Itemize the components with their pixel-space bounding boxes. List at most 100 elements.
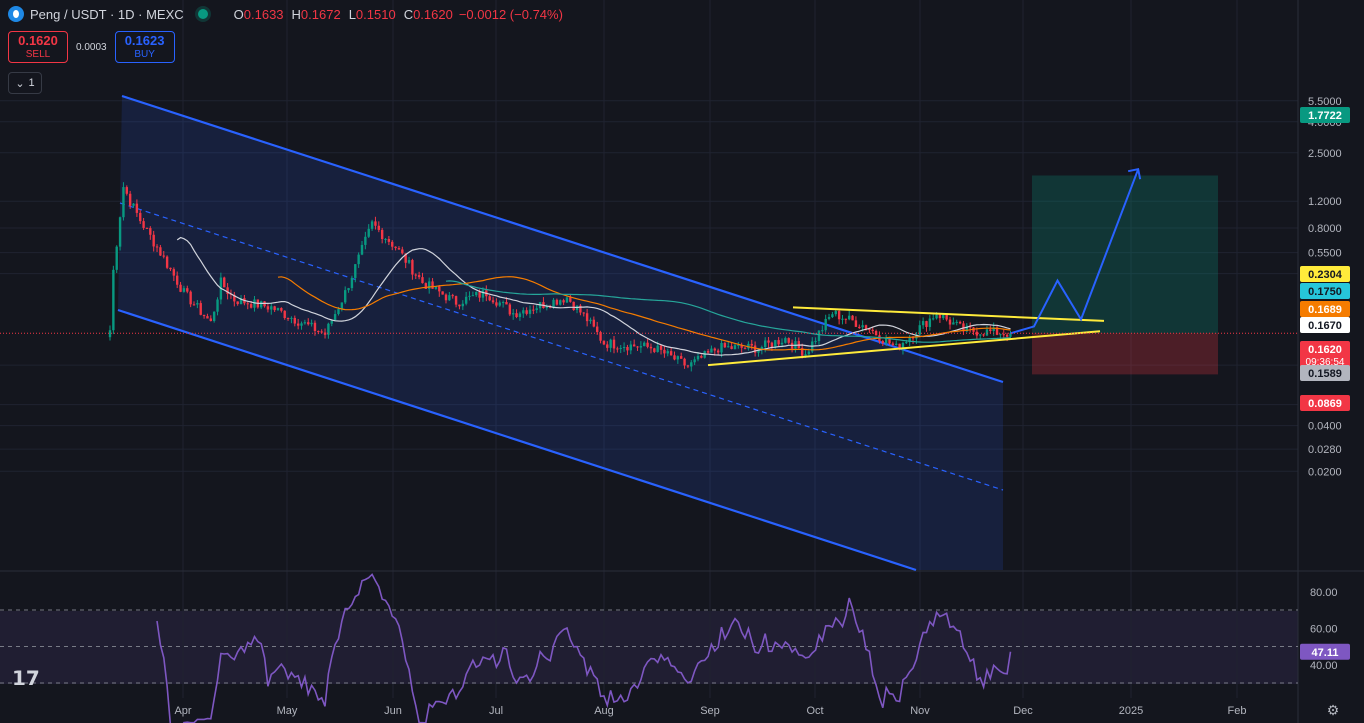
x-tick-label: Feb xyxy=(1228,705,1247,717)
candle-body xyxy=(824,318,827,331)
candle-body xyxy=(905,342,908,344)
candle-body xyxy=(884,338,888,344)
candle-body xyxy=(182,288,186,292)
candle-body xyxy=(582,312,585,314)
candle-body xyxy=(236,301,239,305)
candle-body xyxy=(337,309,340,315)
candle-body xyxy=(747,343,750,349)
candle-body xyxy=(565,297,569,303)
candle-body xyxy=(552,299,555,308)
candle-body xyxy=(145,227,149,229)
price-tag xyxy=(1300,266,1350,282)
candle-body xyxy=(518,313,522,318)
candle-body xyxy=(713,348,716,351)
candle-body xyxy=(162,255,165,257)
candle-body xyxy=(370,221,374,229)
indicators-collapse-button[interactable]: ⌄ 1 xyxy=(8,72,42,94)
candle-body xyxy=(629,344,632,351)
candle-body xyxy=(417,275,421,278)
x-tick-label: Nov xyxy=(910,705,930,717)
candle-body xyxy=(619,347,622,349)
candle-body xyxy=(401,249,404,254)
price-tag-label: 1.7722 xyxy=(1308,110,1342,122)
candle-body xyxy=(501,302,505,304)
candle-body xyxy=(975,331,979,336)
candle-body xyxy=(596,326,599,333)
candle-body xyxy=(108,330,112,338)
candle-body xyxy=(831,314,834,318)
candle-body xyxy=(438,286,441,292)
price-tag xyxy=(1300,301,1350,317)
price-tag-label: 0.1620 xyxy=(1308,344,1342,356)
candle-body xyxy=(740,344,743,348)
candle-body xyxy=(602,340,606,345)
candle-body xyxy=(750,343,753,346)
candle-body xyxy=(622,346,626,348)
candle-body xyxy=(223,277,226,288)
candle-body xyxy=(196,303,199,305)
candle-body xyxy=(891,343,895,345)
candle-body xyxy=(169,267,172,270)
candle-body xyxy=(743,347,747,349)
open-label: O xyxy=(233,6,244,22)
candle-body xyxy=(706,351,710,353)
candle-body xyxy=(431,281,434,289)
y-tick-label: 2.5000 xyxy=(1308,148,1342,160)
candle-body xyxy=(340,302,344,310)
candle-body xyxy=(680,356,683,359)
chevron-down-icon: ⌄ xyxy=(15,77,25,90)
price-tag-label: 0.0869 xyxy=(1308,398,1342,410)
plot-background xyxy=(0,0,1298,723)
candle-body xyxy=(774,340,777,347)
low-label: L xyxy=(348,6,356,22)
rsi-value-label: 47.11 xyxy=(1312,647,1339,659)
candle-body xyxy=(344,290,347,303)
candle-body xyxy=(555,299,559,305)
candle-body xyxy=(528,309,532,314)
sell-button[interactable]: 0.1620 SELL xyxy=(8,31,68,63)
symbol-title[interactable]: Peng / USDT · 1D · MEXC xyxy=(30,6,184,22)
high-value: 0.1672 xyxy=(300,6,341,22)
candle-body xyxy=(945,314,948,320)
candle-body xyxy=(958,321,962,324)
candle-body xyxy=(881,341,884,344)
candle-body xyxy=(935,314,938,319)
resistance-trendline xyxy=(792,306,1105,322)
candle-body xyxy=(659,345,663,350)
candle-body xyxy=(421,277,424,284)
y-tick-label: 0.5500 xyxy=(1308,248,1342,260)
high-label: H xyxy=(291,6,301,22)
candle-body xyxy=(307,322,310,325)
candle-body xyxy=(488,296,491,301)
gear-icon[interactable]: ⚙ xyxy=(1326,702,1340,718)
target-zone xyxy=(1032,175,1218,334)
candle-body xyxy=(690,362,693,367)
candle-body xyxy=(313,322,317,331)
rsi-line xyxy=(156,573,1012,723)
candle-body xyxy=(854,320,858,327)
candle-body xyxy=(155,246,159,248)
tradingview-logo-icon: 𝟭𝟳 xyxy=(12,668,40,690)
candle-body xyxy=(548,306,552,308)
candle-body xyxy=(649,346,653,349)
y-tick-label: 0.8000 xyxy=(1308,223,1342,235)
candle-body xyxy=(666,351,669,354)
candle-body xyxy=(817,330,821,341)
candle-body xyxy=(407,260,411,263)
candle-body xyxy=(391,241,394,247)
candle-body xyxy=(562,300,565,303)
support-trendline xyxy=(707,330,1101,367)
candle-body xyxy=(693,359,696,363)
candle-body xyxy=(858,326,861,328)
channel-fill xyxy=(118,96,1003,570)
buy-button[interactable]: 0.1623 BUY xyxy=(114,31,175,63)
candle-body xyxy=(942,314,945,319)
x-tick-label: Dec xyxy=(1013,705,1033,717)
candle-body xyxy=(142,221,145,228)
candle-body xyxy=(646,342,649,347)
candle-body xyxy=(280,308,283,311)
candle-body xyxy=(753,345,757,353)
candle-body xyxy=(354,264,357,278)
candle-body xyxy=(592,319,596,327)
